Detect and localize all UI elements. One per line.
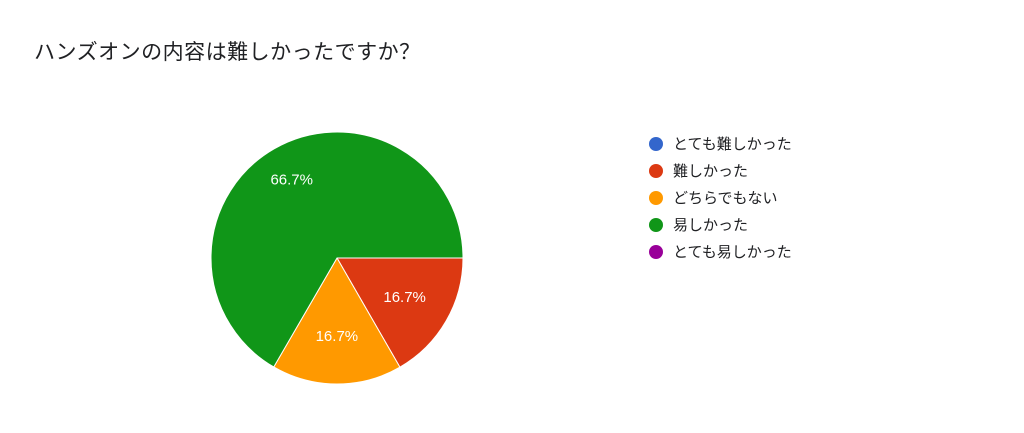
legend-label-4: とても易しかった xyxy=(673,243,792,261)
legend-item-0: とても難しかった xyxy=(649,130,792,157)
chart-title: ハンズオンの内容は難しかったですか？ xyxy=(34,40,421,64)
pie-slice-2 xyxy=(273,257,401,385)
pie-slice-1 xyxy=(336,257,464,368)
legend-item-1: 難しかった xyxy=(649,157,792,184)
legend-item-2: どちらでもない xyxy=(649,184,792,211)
legend-label-0: とても難しかった xyxy=(673,135,792,153)
legend-item-3: 易しかった xyxy=(649,211,792,238)
legend-label-2: どちらでもない xyxy=(673,189,778,207)
legend-swatch-1 xyxy=(649,163,663,178)
legend-item-4: とても易しかった xyxy=(649,238,792,265)
legend: とても難しかった 難しかったどちらでもない 易しかったとても易しかった xyxy=(649,130,792,265)
legend-swatch-2 xyxy=(649,190,663,205)
legend-swatch-4 xyxy=(649,244,663,259)
legend-swatch-3 xyxy=(649,217,663,232)
legend-swatch-0 xyxy=(649,136,663,151)
pie-slice-3 xyxy=(210,131,464,368)
pie-slice-label-2: 16.7% xyxy=(316,328,359,345)
pie-slice-label-3: 66.7% xyxy=(270,171,313,188)
legend-label-1: 難しかった xyxy=(673,162,749,180)
legend-label-3: 易しかった xyxy=(673,216,749,234)
pie-slice-label-1: 16.7% xyxy=(383,289,426,306)
